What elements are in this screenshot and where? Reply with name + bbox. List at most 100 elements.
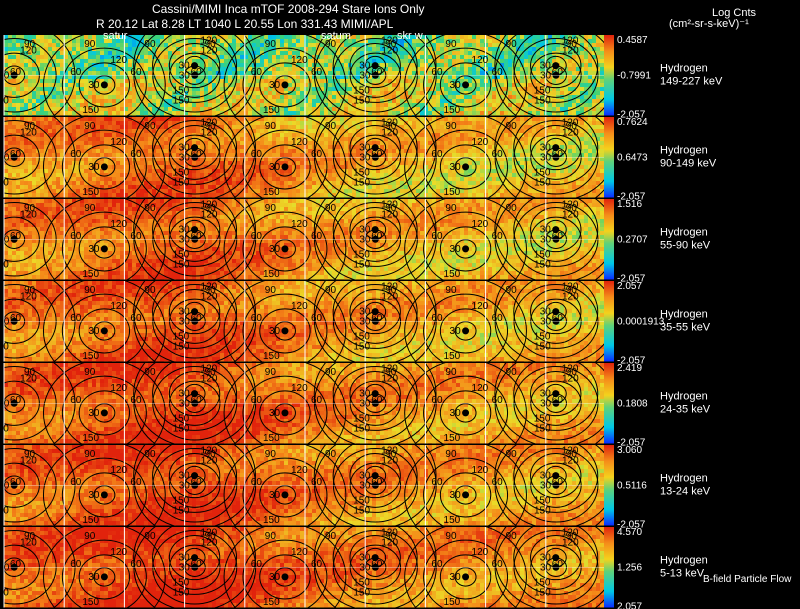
heat-cell [280, 145, 284, 149]
heat-cell [448, 129, 452, 133]
heat-cell [600, 107, 604, 111]
heat-cell [408, 83, 412, 87]
heat-cell [188, 47, 192, 51]
heat-cell [540, 103, 544, 107]
heat-cell [468, 39, 472, 43]
heat-cell [168, 51, 172, 55]
heat-cell [184, 133, 188, 137]
heat-cell [56, 63, 60, 67]
heat-cell [448, 149, 452, 153]
heat-cell [92, 75, 96, 79]
heat-cell [200, 91, 204, 95]
heat-cell [508, 59, 512, 63]
heat-cell [264, 39, 268, 43]
heat-cell [136, 161, 140, 165]
heat-cell [116, 67, 120, 71]
heat-cell [156, 121, 160, 125]
heat-cell [88, 39, 92, 43]
heat-cell [360, 87, 364, 91]
heat-cell [344, 51, 348, 55]
heat-cell [100, 51, 104, 55]
heat-cell [284, 99, 288, 103]
heat-cell [56, 55, 60, 59]
heat-cell [284, 55, 288, 59]
heat-cell [168, 121, 172, 125]
heat-cell [272, 87, 276, 91]
heat-cell [292, 35, 296, 39]
heat-cell [80, 129, 84, 133]
heat-cell [316, 121, 320, 125]
heat-cell [568, 79, 572, 83]
heat-cell [176, 79, 180, 83]
heat-cell [172, 47, 176, 51]
heat-cell [496, 39, 500, 43]
heat-cell [252, 145, 256, 149]
heat-cell [140, 117, 144, 121]
heat-cell [336, 141, 340, 145]
heat-cell [572, 47, 576, 51]
heat-cell [496, 149, 500, 153]
heat-cell [160, 95, 164, 99]
heat-cell [96, 87, 100, 91]
heat-cell [292, 115, 296, 116]
heat-cell [328, 121, 332, 125]
heat-cell [532, 153, 536, 157]
heat-cell [152, 133, 156, 137]
heat-cell [444, 47, 448, 51]
heat-cell [472, 67, 476, 71]
heat-cell [328, 145, 332, 149]
heat-cell [372, 39, 376, 43]
heat-cell [244, 153, 248, 157]
heat-cell [144, 121, 148, 125]
heat-cell [152, 141, 156, 145]
heat-cell [244, 59, 248, 63]
heat-cell [180, 107, 184, 111]
heat-cell [428, 59, 432, 63]
heat-cell [248, 129, 252, 133]
heat-cell [248, 95, 252, 99]
heat-cell [360, 63, 364, 67]
heat-cell [456, 99, 460, 103]
heat-cell [568, 121, 572, 125]
heat-cell [216, 63, 220, 67]
heat-cell [72, 153, 76, 157]
heat-cell [348, 91, 352, 95]
heat-cell [516, 99, 520, 103]
heat-cell [248, 149, 252, 153]
heat-cell [392, 43, 396, 47]
heat-cell [132, 43, 136, 47]
heat-cell [80, 145, 84, 149]
heat-cell [40, 137, 44, 141]
heat-cell [180, 71, 184, 75]
heat-cell [196, 129, 200, 133]
heat-cell [384, 39, 388, 43]
heat-cell [504, 87, 508, 91]
heat-cell [144, 67, 148, 71]
heat-cell [344, 145, 348, 149]
heat-cell [292, 99, 296, 103]
heat-cell [156, 59, 160, 63]
b-field-contour [404, 35, 527, 116]
heat-cell [316, 157, 320, 161]
heat-cell [384, 115, 388, 116]
heat-cell [528, 91, 532, 95]
heat-cell [400, 75, 404, 79]
heat-cell [196, 153, 200, 157]
heat-cell [356, 141, 360, 145]
channel-species-label: Hydrogen [660, 62, 708, 74]
heat-cell [472, 75, 476, 79]
heat-cell [48, 47, 52, 51]
heat-cell [204, 111, 208, 115]
heat-cell [244, 43, 248, 47]
heat-cell [84, 129, 88, 133]
heat-cell [8, 75, 12, 79]
heat-cell [216, 157, 220, 161]
heat-cell [100, 67, 104, 71]
heat-cell [304, 137, 308, 141]
heat-cell [188, 39, 192, 43]
heat-cell [220, 141, 224, 145]
heat-cell [64, 129, 68, 133]
heat-cell [204, 35, 208, 39]
heat-cell [92, 67, 96, 71]
heat-cell [472, 133, 476, 137]
